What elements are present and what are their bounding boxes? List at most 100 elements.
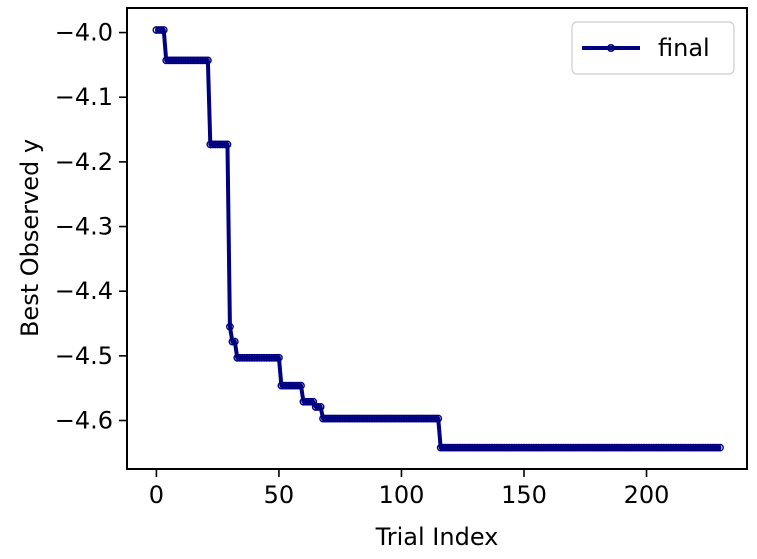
data-point [458, 443, 467, 452]
data-point [451, 443, 460, 452]
data-point [520, 443, 528, 452]
data-point [184, 56, 193, 65]
data-point [556, 443, 565, 452]
data-point [647, 443, 656, 452]
data-point [475, 443, 484, 452]
data-point [608, 443, 617, 452]
data-point [407, 414, 416, 423]
data-point [174, 56, 183, 65]
data-point [321, 414, 330, 423]
data-point [262, 353, 271, 362]
data-point [686, 443, 695, 452]
data-point [348, 414, 357, 423]
data-point [574, 443, 582, 452]
data-point [353, 414, 362, 423]
data-point [267, 353, 276, 362]
data-point [189, 56, 198, 65]
data-point [346, 414, 354, 423]
data-point [228, 337, 237, 346]
data-point [414, 414, 423, 423]
data-point [301, 397, 310, 406]
data-point [390, 414, 399, 423]
data-point [483, 443, 492, 452]
data-point [265, 353, 274, 362]
data-point [461, 443, 470, 452]
data-point [279, 381, 288, 390]
data-point [252, 353, 261, 362]
data-point [485, 443, 494, 452]
data-point [456, 443, 465, 452]
y-tick-label: −4.1 [55, 83, 113, 111]
data-point [211, 140, 220, 149]
data-point [689, 443, 697, 452]
data-point [402, 414, 411, 423]
data-point [495, 443, 504, 452]
data-point [395, 414, 403, 423]
data-point [620, 443, 629, 452]
data-point [596, 443, 604, 452]
data-point [368, 414, 376, 423]
y-tick-label: −4.5 [55, 342, 113, 370]
data-point [424, 414, 433, 423]
y-tick-label: −4.0 [55, 19, 113, 47]
data-point [218, 140, 227, 149]
data-point [510, 443, 519, 452]
data-point [539, 443, 548, 452]
plot-frame [126, 7, 748, 470]
data-point [326, 414, 335, 423]
data-point [522, 443, 531, 452]
data-point [240, 353, 249, 362]
data-point [583, 443, 592, 452]
data-point [488, 443, 497, 452]
data-point [292, 381, 300, 390]
data-point [375, 414, 384, 423]
data-point [613, 443, 622, 452]
data-point [196, 56, 205, 65]
y-axis: −4.0 −4.1 −4.2 −4.3 −4.4 −4.5 −4.6 [55, 19, 127, 435]
data-point [328, 414, 337, 423]
data-point [676, 443, 685, 452]
data-point [716, 443, 724, 452]
data-point [637, 443, 646, 452]
data-point [547, 443, 555, 452]
data-point [581, 443, 590, 452]
data-point [400, 414, 408, 423]
data-point [473, 443, 482, 452]
data-point [238, 353, 247, 362]
data-point [154, 26, 163, 34]
data-point [194, 56, 202, 65]
data-point [387, 414, 396, 423]
data-point [549, 443, 558, 452]
y-tick-label: −4.3 [55, 213, 113, 241]
data-point [304, 397, 313, 406]
data-point [377, 414, 386, 423]
data-point [627, 443, 636, 452]
data-point [216, 140, 225, 149]
data-point [208, 140, 217, 149]
data-point [588, 443, 597, 452]
data-point [505, 443, 514, 452]
data-point [152, 26, 161, 34]
data-point [360, 414, 369, 423]
data-point [654, 443, 663, 452]
data-point [179, 56, 188, 65]
x-tick-label: 50 [264, 481, 295, 509]
data-point [392, 414, 401, 423]
data-point [385, 414, 394, 423]
data-point [463, 443, 472, 452]
legend-box [571, 21, 735, 75]
data-point [542, 443, 550, 452]
data-point [640, 443, 648, 452]
data-point [419, 414, 428, 423]
data-point [167, 56, 176, 65]
data-point [282, 381, 291, 390]
data-point [260, 353, 269, 362]
data-point [603, 443, 612, 452]
data-point [284, 381, 293, 390]
data-point [684, 443, 693, 452]
data-point [713, 443, 722, 452]
data-point [694, 443, 702, 452]
data-point [703, 443, 712, 452]
data-point [436, 443, 445, 452]
